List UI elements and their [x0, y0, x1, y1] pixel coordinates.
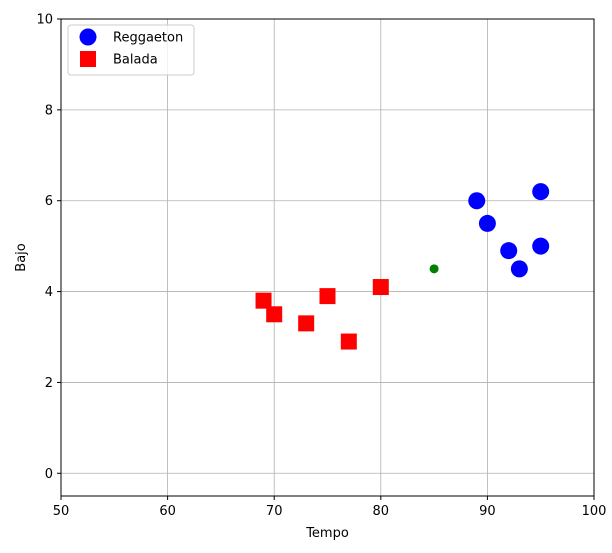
legend: Reggaeton Balada	[67, 24, 195, 76]
y-tick-label: 8	[45, 103, 53, 118]
balada-legend-marker	[80, 51, 96, 67]
y-tick-label: 2	[45, 376, 53, 391]
x-tick-label: 100	[582, 504, 607, 519]
x-axis-label: Tempo	[305, 526, 349, 541]
balada-point	[255, 292, 272, 309]
balada-point	[340, 333, 357, 350]
x-tick-label: 90	[479, 504, 496, 519]
y-tick-label: 0	[45, 467, 53, 482]
x-tick-label: 80	[373, 504, 390, 519]
plot-frame	[60, 18, 595, 497]
axes-layer: 50 60 70 80 90 100 0 2 4 6 8 10 Tempo Bajo	[14, 13, 606, 542]
x-tick-label: 50	[53, 504, 70, 519]
legend-box	[67, 24, 195, 76]
x-tick-label: 60	[159, 504, 176, 519]
reggaeton-point	[478, 214, 496, 232]
reggaeton-point	[532, 237, 550, 255]
y-tick-label: 6	[45, 194, 53, 209]
unlabeled-point	[429, 264, 439, 274]
legend-label: Balada	[113, 53, 158, 68]
reggaeton-point	[468, 192, 486, 210]
grid-layer	[60, 18, 595, 496]
reggaeton-point	[510, 260, 528, 278]
legend-label: Reggaeton	[113, 31, 183, 46]
balada-point	[319, 288, 336, 305]
balada-point	[372, 279, 389, 296]
reggaeton-point	[532, 183, 550, 201]
y-tick-label: 4	[45, 285, 53, 300]
balada-point	[266, 306, 283, 323]
points-layer	[255, 183, 550, 350]
reggaeton-point	[500, 242, 518, 260]
y-axis-label: Bajo	[14, 243, 29, 271]
reggaeton-legend-marker	[79, 28, 97, 46]
x-tick-label: 70	[266, 504, 283, 519]
balada-point	[298, 315, 315, 332]
y-tick-label: 10	[36, 13, 53, 28]
